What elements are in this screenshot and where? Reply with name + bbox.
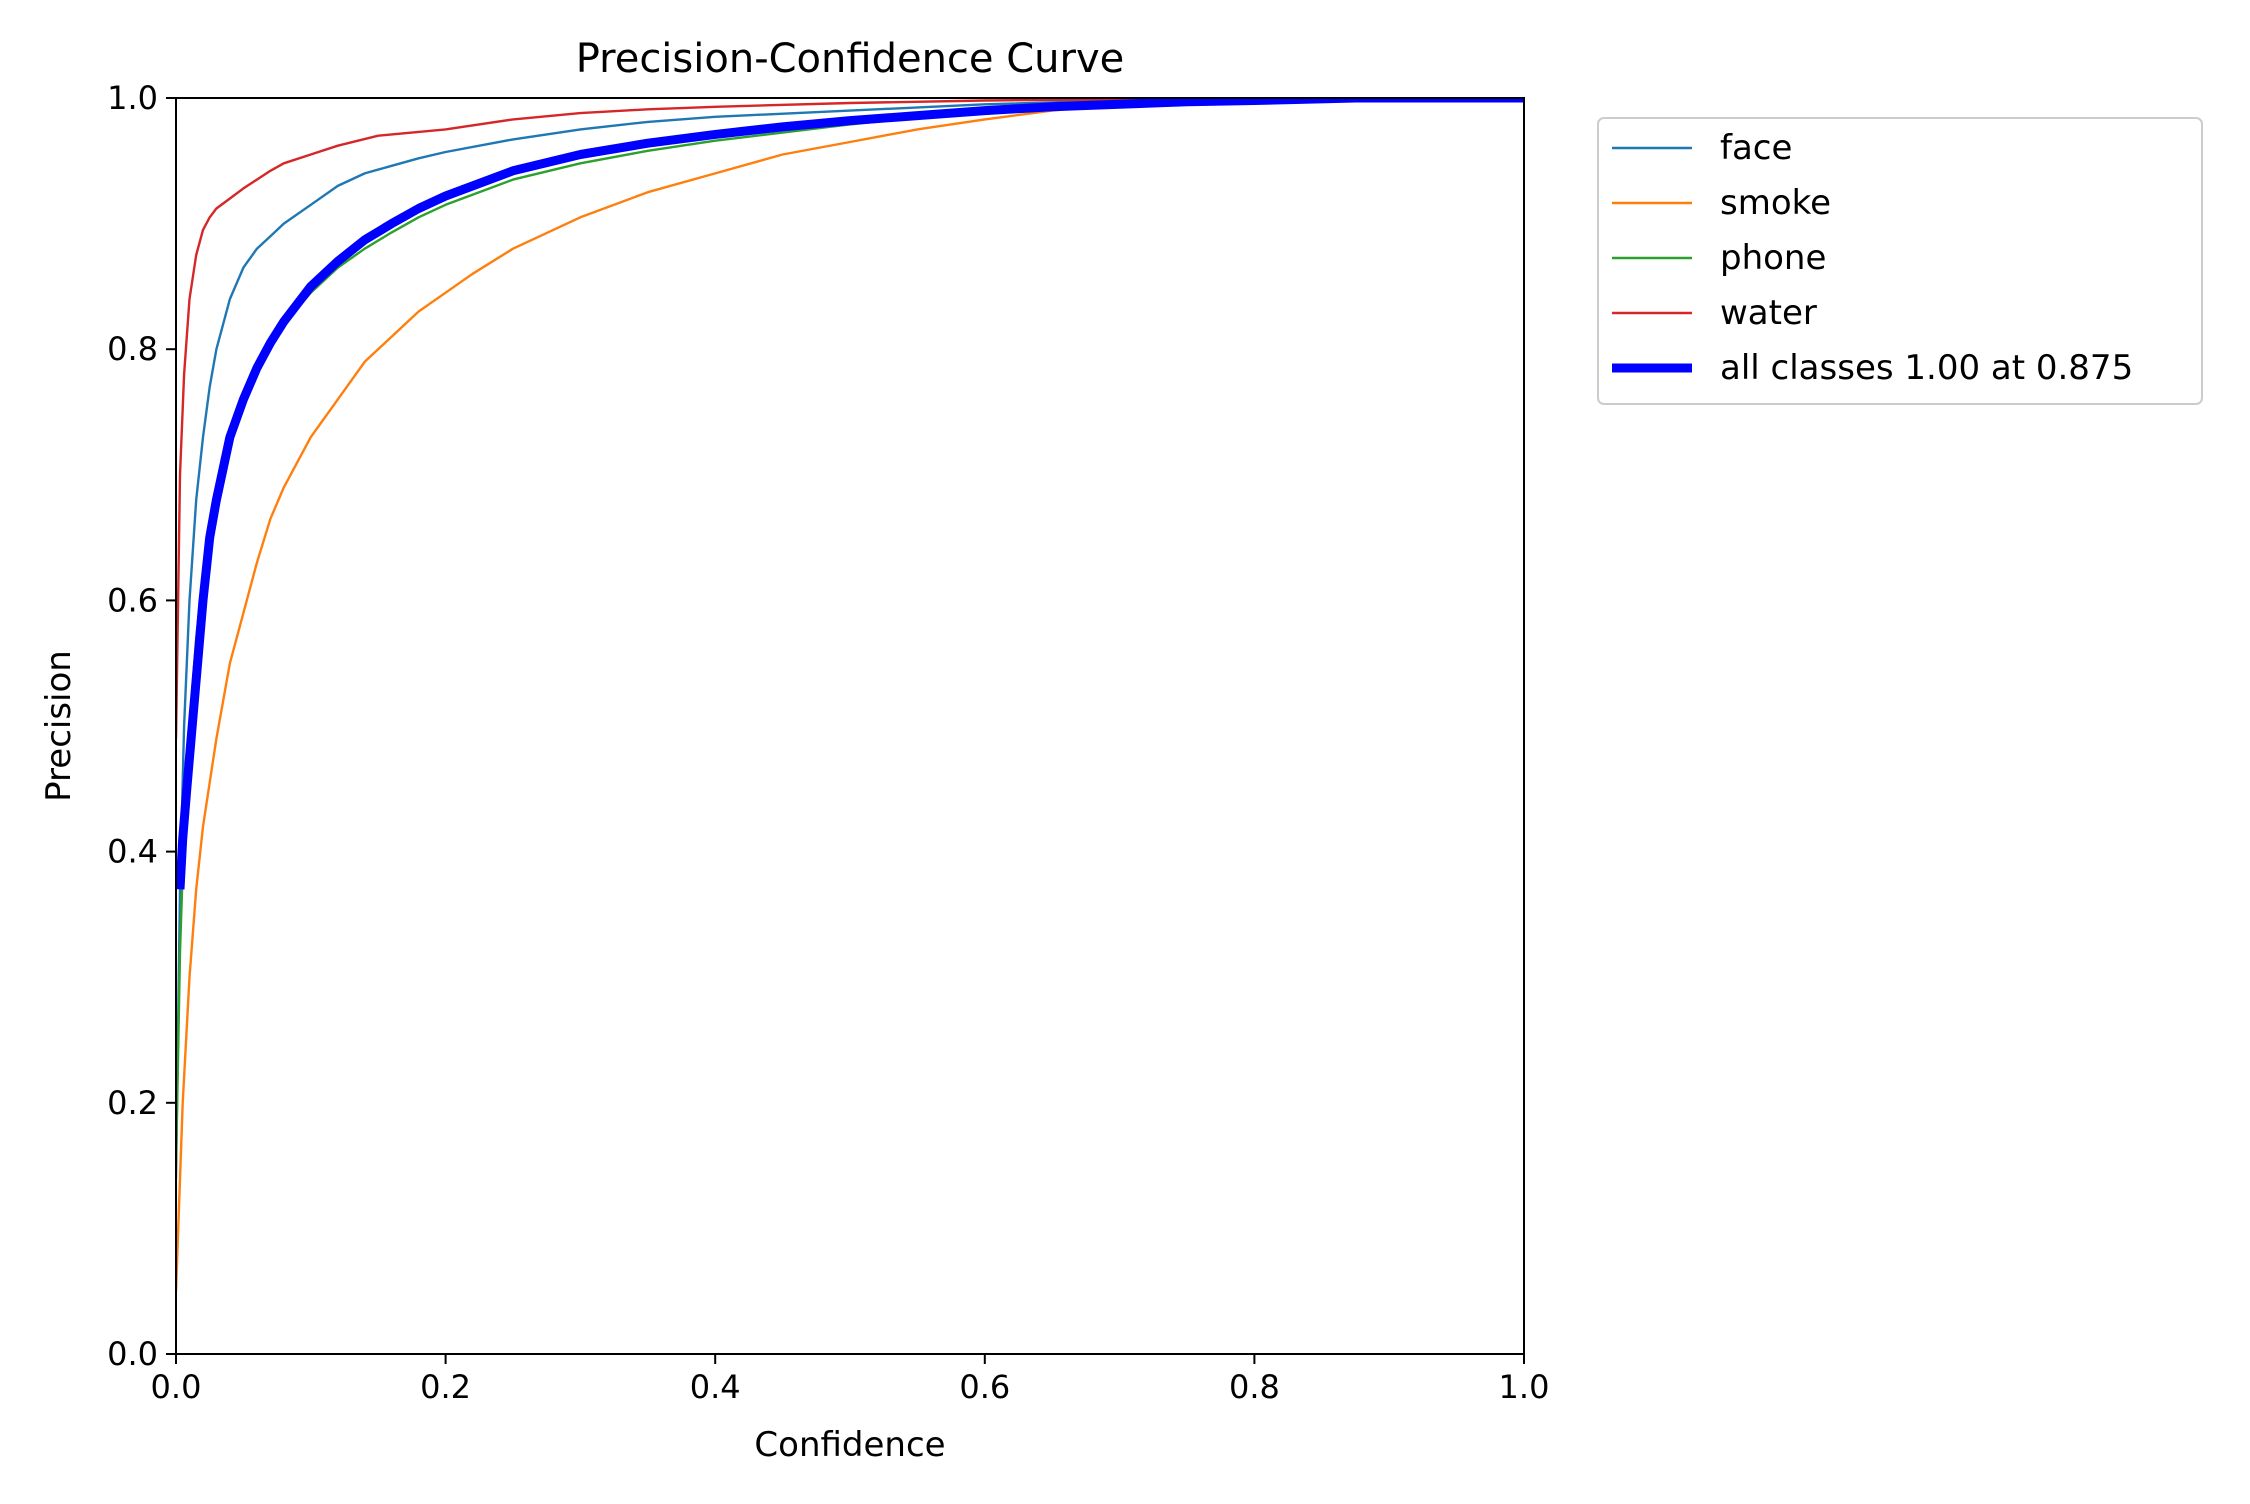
series-line-all-classes	[176, 98, 1524, 890]
legend-frame	[1597, 117, 2203, 405]
legend-label-water: water	[1720, 293, 1817, 333]
y-tick-label: 0.6	[107, 581, 158, 619]
legend-label-all-classes: all classes 1.00 at 0.875	[1720, 348, 2133, 388]
legend-label-smoke: smoke	[1720, 183, 1831, 223]
legend-items: face smoke phone water all classes 1.00 at 0…	[1612, 128, 2133, 388]
y-tick-label: 0.4	[107, 833, 158, 871]
x-axis-label: Confidence	[754, 1425, 945, 1465]
x-tick-label: 0.4	[690, 1368, 741, 1406]
x-tick-label: 0.6	[959, 1368, 1010, 1406]
legend-label-phone: phone	[1720, 238, 1826, 278]
y-tick-label: 0.8	[107, 330, 158, 368]
x-axis-ticks: 0.0 0.2 0.4 0.6 0.8 1.0	[151, 1354, 1550, 1406]
plot-frame	[175, 97, 1525, 1355]
x-tick-label: 0.8	[1229, 1368, 1280, 1406]
x-tick-label: 0.2	[420, 1368, 471, 1406]
legend-label-face: face	[1720, 128, 1792, 168]
series-layer	[176, 98, 1524, 1292]
chart-title: Precision-Confidence Curve	[576, 36, 1125, 82]
y-tick-label: 0.2	[107, 1084, 158, 1122]
series-line-smoke	[176, 98, 1524, 1292]
y-axis-label: Precision	[39, 650, 79, 802]
y-tick-label: 1.0	[107, 79, 158, 117]
legend: face smoke phone water all classes 1.00 at 0…	[1597, 117, 2203, 405]
y-axis-ticks: 0.0 0.2 0.4 0.6 0.8 1.0	[107, 79, 176, 1373]
series-line-water	[176, 98, 1524, 739]
x-tick-label: 1.0	[1499, 1368, 1550, 1406]
x-tick-label: 0.0	[151, 1368, 202, 1406]
y-tick-label: 0.0	[107, 1335, 158, 1373]
series-line-face	[176, 98, 1524, 1179]
